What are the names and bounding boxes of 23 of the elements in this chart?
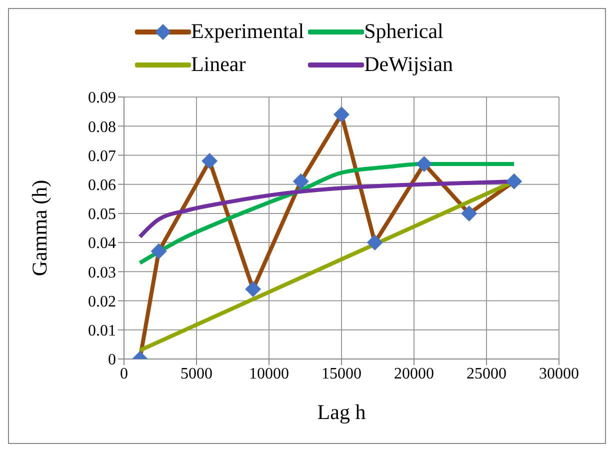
x-tick-label: 0 — [120, 365, 128, 382]
y-tick-label: 0.06 — [88, 177, 116, 194]
legend-label: Linear — [190, 52, 246, 77]
x-tick-label: 20000 — [394, 365, 434, 382]
y-tick-label: 0.04 — [88, 235, 116, 252]
y-tick-label: 0.08 — [88, 118, 116, 136]
y-axis-title: Gamma (h) — [27, 180, 52, 276]
y-tick-label: 0.09 — [88, 90, 116, 107]
legend-label: Experimental — [190, 19, 304, 44]
x-tick-label: 25000 — [466, 365, 506, 382]
x-tick-label: 5000 — [180, 365, 212, 382]
y-tick-label: 0.01 — [88, 322, 116, 340]
y-tick-label: 0.05 — [88, 206, 116, 224]
y-tick-label: 0.03 — [88, 264, 116, 282]
y-tick-label: 0.02 — [88, 293, 116, 310]
legend-label: Spherical — [364, 19, 444, 44]
legend-label: DeWijsian — [364, 52, 454, 77]
x-tick-label: 15000 — [322, 365, 362, 382]
y-tick-label: 0 — [108, 352, 116, 369]
x-tick-label: 30000 — [539, 365, 579, 382]
x-tick-label: 10000 — [249, 365, 289, 382]
y-tick-label: 0.07 — [88, 148, 116, 165]
x-axis-title: Lag h — [317, 400, 366, 424]
